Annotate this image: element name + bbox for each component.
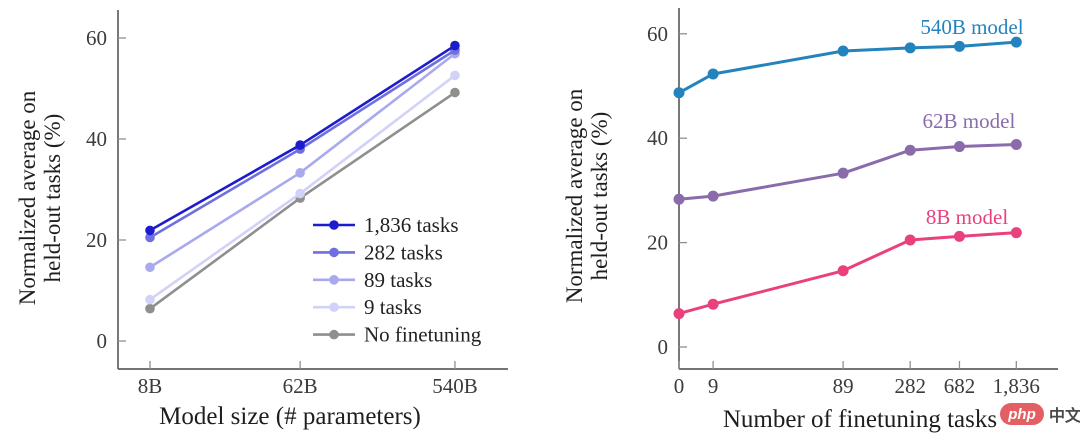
left-chart-plot: 0 20 40 60 8B 62B 540B 1,836 tasks 282 tasks 89 t… [86,10,508,398]
series-line-62b-model [677,142,1018,201]
data-point [673,87,685,99]
legend: 1,836 tasks 282 tasks 89 tasks 9 tasks No fi… [313,213,482,347]
data-point [837,45,849,57]
data-point [295,168,305,178]
data-point [295,188,305,199]
data-point [673,308,685,320]
y-tick-label: 20 [647,231,668,255]
php-logo-badge: php [1000,403,1044,425]
watermark: php 中文网 [1000,402,1080,426]
left-y-axis-label: Normalized average on held-out tasks (%) [15,53,65,343]
y-tick-label: 20 [86,228,107,252]
x-tick-label: 8B [138,374,163,398]
data-point [450,40,460,51]
watermark-site-name: 中文网 [1049,406,1080,425]
data-point [1010,138,1022,150]
data-point [953,40,965,52]
data-point [707,298,719,310]
y-tick-label: 40 [86,127,107,151]
data-point [145,294,155,305]
left-y-axis-label-line1: Normalized average on [15,90,40,306]
x-tick-label: 0 [674,374,685,398]
series-label: 62B model [923,109,1016,133]
y-tick-label: 40 [647,126,668,150]
legend-item-label: 1,836 tasks [364,213,459,237]
data-point [837,265,849,277]
data-point [953,141,965,153]
data-point [145,232,155,243]
x-tick-label: 9 [708,374,719,398]
legend-marker-dot [329,302,339,313]
data-point [1010,36,1022,48]
legend-marker-dot [329,329,339,340]
right-y-axis-label: Normalized average on held-out tasks (%) [562,51,612,341]
data-point [904,42,916,54]
y-tick-label: 0 [97,329,108,353]
legend-item-label: 9 tasks [364,295,422,319]
x-tick-label: 682 [944,374,976,398]
data-point [450,70,460,81]
series-line-8b-model [677,231,1018,316]
legend-item-label: No finetuning [364,323,482,347]
series-label: 540B model [920,15,1023,39]
series-line-1-836-tasks [148,44,457,232]
data-point [1010,227,1022,239]
data-point [145,262,155,273]
right-x-axis-label: Number of finetuning tasks [722,406,998,433]
legend-marker-dot [329,247,339,258]
series-label: 8B model [926,205,1008,229]
x-tick-label: 1,836 [993,374,1040,398]
series-line-540b-model [677,40,1018,95]
x-tick-label: 540B [432,374,478,398]
data-point [953,230,965,242]
data-point [145,303,155,314]
legend-item-label: 89 tasks [364,268,432,292]
y-tick-label: 60 [86,26,107,50]
legend-marker-dot [329,275,339,285]
legend-item-label: 282 tasks [364,240,443,264]
data-point [837,167,849,179]
y-tick-label: 60 [647,22,668,46]
data-point [450,87,460,98]
legend-marker-dot [329,220,339,230]
x-tick-label: 282 [894,374,926,398]
data-point [707,68,719,80]
y-tick-label: 0 [658,335,669,359]
data-point [145,225,155,236]
series-line-9-tasks [148,74,457,301]
right-y-axis-label-line2: held-out tasks (%) [587,111,612,281]
data-point [707,190,719,202]
data-point [673,193,685,205]
left-y-axis-label-line2: held-out tasks (%) [40,113,65,283]
data-point [904,144,916,156]
x-tick-label: 62B [283,374,318,398]
data-point [904,234,916,246]
data-point [295,140,305,150]
right-y-axis-label-line1: Normalized average on [562,88,587,304]
x-tick-label: 89 [833,374,854,398]
left-x-axis-label: Model size (# parameters) [159,403,421,430]
